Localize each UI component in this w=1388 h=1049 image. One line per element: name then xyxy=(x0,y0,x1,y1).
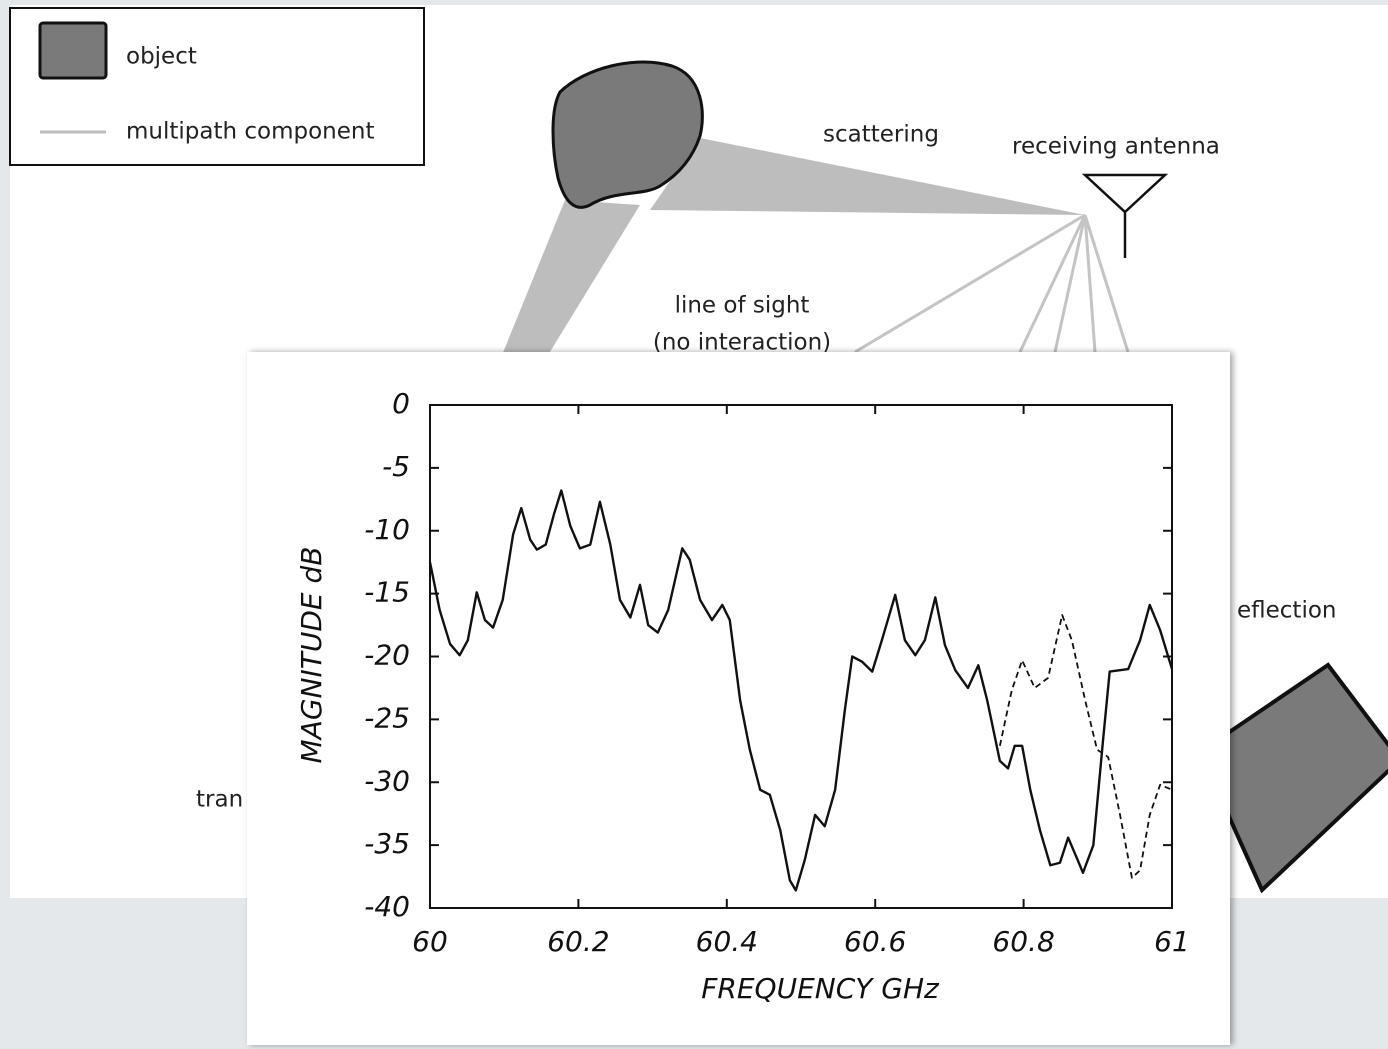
antenna-label: receiving antenna xyxy=(1012,134,1220,160)
y-tick-label: -25 xyxy=(364,701,410,734)
series-line xyxy=(1000,615,1172,878)
plot-frame xyxy=(430,405,1172,908)
legend-label: object xyxy=(126,44,197,70)
y-tick-label: -40 xyxy=(364,890,410,923)
x-axis-label: FREQUENCY GHz xyxy=(701,972,940,1005)
chart: MAGNITUDE dB FREQUENCY GHz 0 -5 -10 -15 -20 -… xyxy=(247,352,1230,1045)
x-tick-label: 61 xyxy=(1154,925,1190,958)
y-tick-label: -10 xyxy=(364,513,410,546)
chart-panel: MAGNITUDE dB FREQUENCY GHz 0 -5 -10 -15 -20 -… xyxy=(247,352,1230,1045)
page: {"diagram": { "legend": {"items": ["obje… xyxy=(0,0,1388,1045)
x-tick-label: 60.8 xyxy=(992,925,1054,958)
y-tick-label: 0 xyxy=(392,387,410,420)
y-tick-label: -15 xyxy=(364,576,410,609)
x-tick-label: 60.6 xyxy=(844,925,906,958)
y-tick-label: -30 xyxy=(364,764,410,797)
y-tick-label: -35 xyxy=(364,827,410,860)
y-tick-label: -20 xyxy=(364,639,410,672)
x-tick-label: 60 xyxy=(412,925,448,958)
legend-swatch-object xyxy=(40,23,106,78)
x-tick-label: 60.4 xyxy=(696,925,758,958)
x-tick-label: 60.2 xyxy=(547,925,609,958)
reflection-label: eflection xyxy=(1237,598,1337,624)
y-axis-label: MAGNITUDE dB xyxy=(295,547,328,764)
series-line xyxy=(430,491,1172,891)
transmit-label: tran xyxy=(196,787,243,813)
scattering-label: scattering xyxy=(823,122,939,148)
los-label: line of sight xyxy=(675,293,810,319)
y-tick-label: -5 xyxy=(382,450,410,483)
legend-label: multipath component xyxy=(126,119,375,145)
